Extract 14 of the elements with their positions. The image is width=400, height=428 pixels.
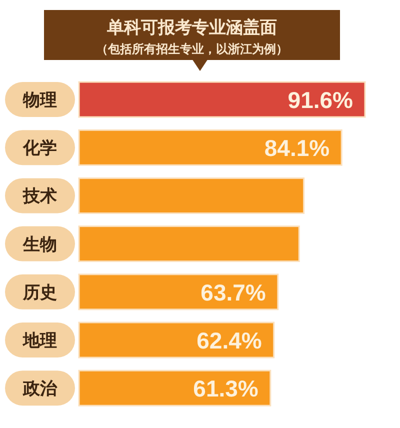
value-label: 91.6%	[288, 87, 353, 113]
category-label: 化学	[23, 138, 57, 158]
value-label: 84.1%	[264, 135, 330, 162]
title: 单科可报考专业涵盖面	[107, 18, 277, 37]
value-label: 62.4%	[196, 328, 262, 354]
category-label: 政治	[23, 379, 57, 398]
category-label: 物理	[23, 90, 57, 110]
value-label: 61.3%	[193, 376, 258, 402]
category-label: 生物	[23, 234, 57, 254]
value-label: 63.7%	[200, 279, 266, 306]
category-label: 地理	[23, 331, 57, 350]
category-label: 历史	[23, 282, 57, 302]
category-label: 技术	[23, 186, 57, 206]
subtitle: （包括所有招生专业，以浙江为例）	[96, 42, 288, 56]
